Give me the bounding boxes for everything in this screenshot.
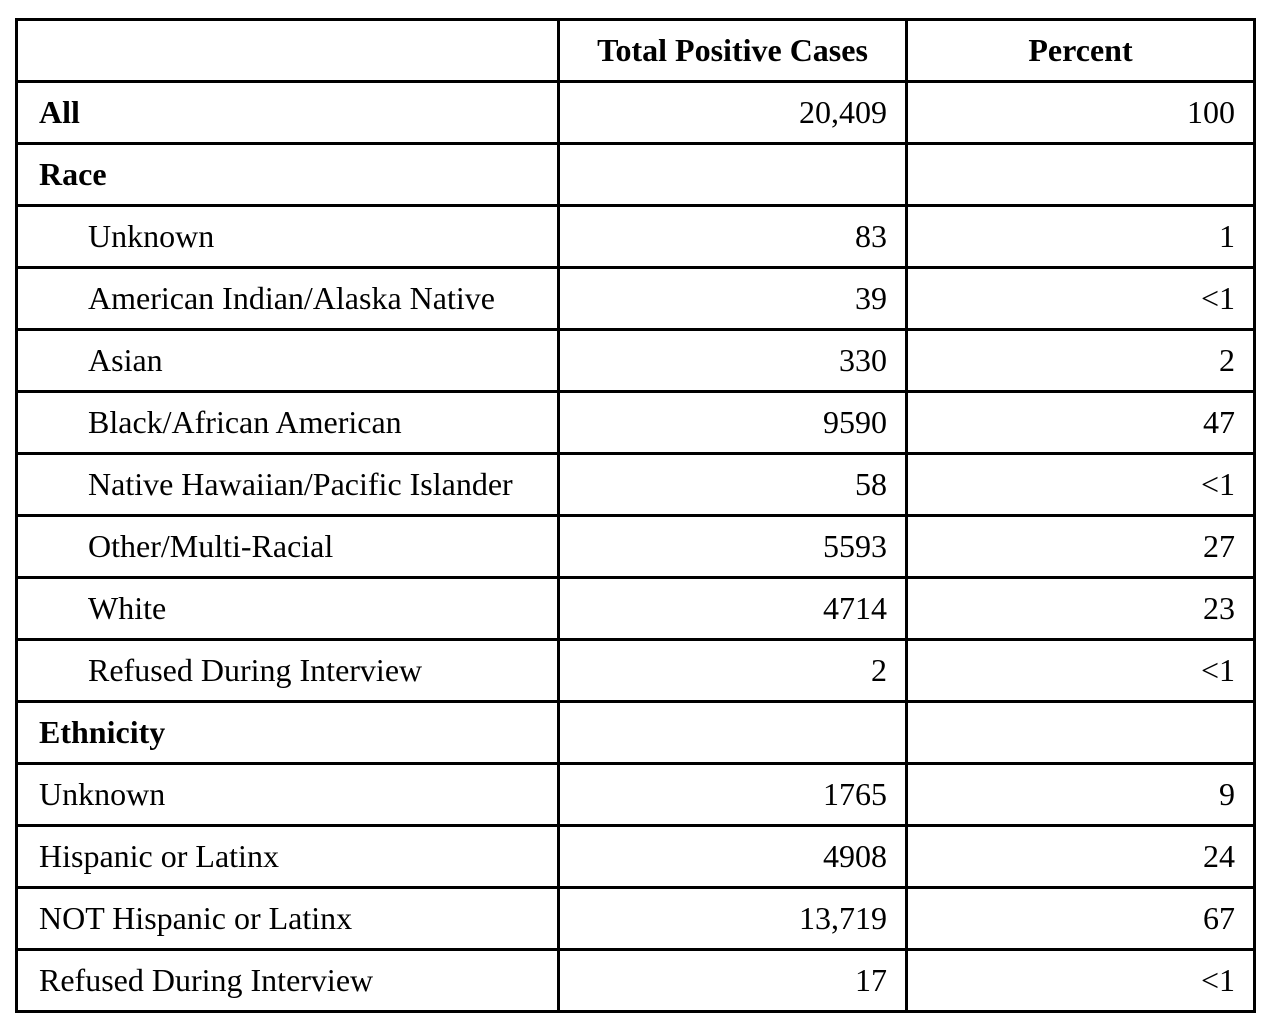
percent-cell: 67 <box>905 886 1256 951</box>
total-positive-cases-cell: 330 <box>557 328 908 393</box>
percent-cell <box>905 700 1256 765</box>
percent-cell: 24 <box>905 824 1256 889</box>
total-positive-cases-cell <box>557 700 908 765</box>
row-label-cell: Black/African American <box>15 390 560 455</box>
table-row: American Indian/Alaska Native 39 <1 <box>15 266 1256 331</box>
row-label-cell: Unknown <box>15 762 560 827</box>
total-positive-cases-cell: 9590 <box>557 390 908 455</box>
total-positive-cases-cell: 4714 <box>557 576 908 641</box>
table-row: Asian 330 2 <box>15 328 1256 393</box>
table-row: NOT Hispanic or Latinx 13,719 67 <box>15 886 1256 951</box>
row-label-cell: All <box>15 80 560 145</box>
percent-cell: 27 <box>905 514 1256 579</box>
table-row: All 20,409 100 <box>15 80 1256 145</box>
table-row: White 4714 23 <box>15 576 1256 641</box>
table-row: Black/African American 9590 47 <box>15 390 1256 455</box>
total-positive-cases-cell: 2 <box>557 638 908 703</box>
total-positive-cases-cell: 5593 <box>557 514 908 579</box>
row-label-cell: White <box>15 576 560 641</box>
percent-cell: 100 <box>905 80 1256 145</box>
row-label-cell: Unknown <box>15 204 560 269</box>
table-row: Refused During Interview 17 <1 <box>15 948 1256 1013</box>
total-positive-cases-cell: 4908 <box>557 824 908 889</box>
table-row: Native Hawaiian/Pacific Islander 58 <1 <box>15 452 1256 517</box>
row-label-cell: Refused During Interview <box>15 638 560 703</box>
total-positive-cases-cell: 39 <box>557 266 908 331</box>
header-row: Total Positive Cases Percent <box>15 18 1256 83</box>
total-positive-cases-cell: 1765 <box>557 762 908 827</box>
percent-cell: 1 <box>905 204 1256 269</box>
percent-cell: 2 <box>905 328 1256 393</box>
percent-cell: <1 <box>905 266 1256 331</box>
total-positive-cases-cell <box>557 142 908 207</box>
percent-cell: <1 <box>905 452 1256 517</box>
table-row: Other/Multi-Racial 5593 27 <box>15 514 1256 579</box>
percent-cell: 47 <box>905 390 1256 455</box>
row-label-cell: Hispanic or Latinx <box>15 824 560 889</box>
table-row: Hispanic or Latinx 4908 24 <box>15 824 1256 889</box>
percent-cell: <1 <box>905 638 1256 703</box>
total-positive-cases-cell: 17 <box>557 948 908 1013</box>
header-cell-total-positive-cases: Total Positive Cases <box>557 18 908 83</box>
row-label-cell: Ethnicity <box>15 700 560 765</box>
total-positive-cases-cell: 58 <box>557 452 908 517</box>
table-row: Unknown 83 1 <box>15 204 1256 269</box>
table-row: Unknown 1765 9 <box>15 762 1256 827</box>
header-cell-percent: Percent <box>905 18 1256 83</box>
total-positive-cases-cell: 13,719 <box>557 886 908 951</box>
percent-cell: 23 <box>905 576 1256 641</box>
row-label-cell: American Indian/Alaska Native <box>15 266 560 331</box>
total-positive-cases-cell: 83 <box>557 204 908 269</box>
percent-cell: <1 <box>905 948 1256 1013</box>
row-label-cell: Asian <box>15 328 560 393</box>
header-cell-blank <box>15 18 560 83</box>
table-row: Race <box>15 142 1256 207</box>
total-positive-cases-cell: 20,409 <box>557 80 908 145</box>
cases-by-race-ethnicity-table: Total Positive Cases Percent All 20,409 10… <box>15 18 1256 1013</box>
table-row: Ethnicity <box>15 700 1256 765</box>
row-label-cell: Other/Multi-Racial <box>15 514 560 579</box>
row-label-cell: Refused During Interview <box>15 948 560 1013</box>
row-label-cell: Native Hawaiian/Pacific Islander <box>15 452 560 517</box>
row-label-cell: Race <box>15 142 560 207</box>
percent-cell <box>905 142 1256 207</box>
table-row: Refused During Interview 2 <1 <box>15 638 1256 703</box>
percent-cell: 9 <box>905 762 1256 827</box>
row-label-cell: NOT Hispanic or Latinx <box>15 886 560 951</box>
